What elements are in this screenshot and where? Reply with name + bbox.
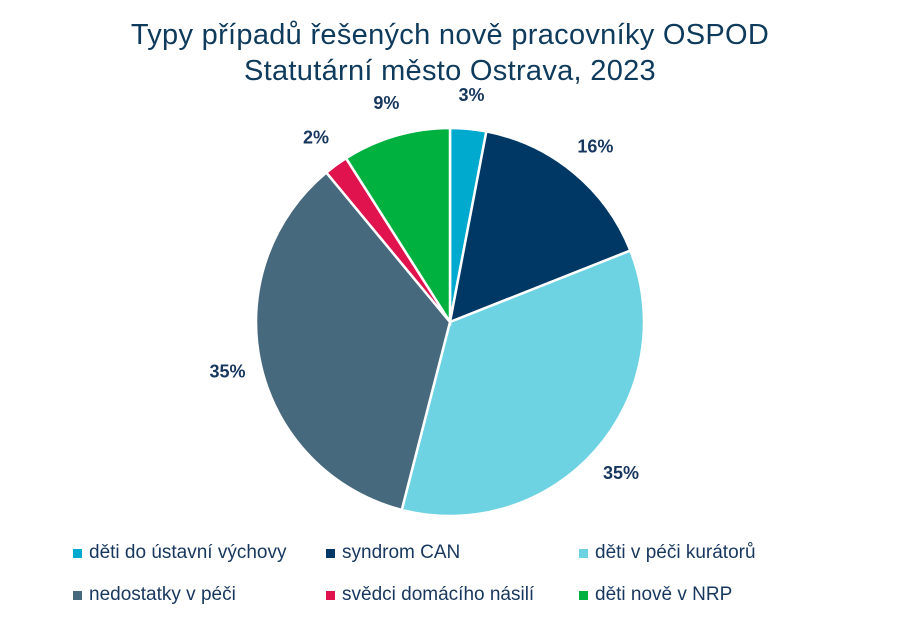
pie-slice <box>400 248 646 518</box>
data-label: 35% <box>603 463 639 483</box>
legend-swatch <box>73 548 82 558</box>
data-label: 16% <box>577 136 613 156</box>
legend-swatch <box>326 548 335 558</box>
legend-item: děti nově v NRP <box>579 582 833 608</box>
data-label: 3% <box>458 85 484 105</box>
legend-label: děti do ústavní výchovy <box>89 542 287 563</box>
data-label: 9% <box>373 93 399 113</box>
pie-slice <box>448 129 632 324</box>
legend-item: děti v péči kurátorů <box>579 540 833 566</box>
legend-swatch <box>326 590 335 600</box>
legend-label: nedostatky v péči <box>89 584 236 605</box>
legend-swatch <box>579 590 588 600</box>
chart-subtitle: Statutární město Ostrava, 2023 <box>244 55 656 87</box>
legend-item: děti do ústavní výchovy <box>73 540 326 566</box>
data-label: 35% <box>209 362 245 382</box>
legend-item: svědci domácího násilí <box>326 582 579 608</box>
legend-label: syndrom CAN <box>342 542 461 563</box>
legend-label: děti v péči kurátorů <box>595 542 756 563</box>
legend-swatch <box>73 590 82 600</box>
legend-item: syndrom CAN <box>326 540 579 566</box>
chart-title: Typy případů řešených nově pracovníky OS… <box>130 19 770 51</box>
legend-label: děti nově v NRP <box>595 584 733 605</box>
legend-label: svědci domácího násilí <box>342 584 535 605</box>
data-label: 2% <box>303 128 329 148</box>
pie-slice <box>254 170 452 512</box>
pie-slice <box>344 126 452 327</box>
legend-swatch <box>579 548 588 558</box>
legend-item: nedostatky v péči <box>73 582 326 608</box>
legend: děti do ústavní výchovy syndrom CAN děti v… <box>73 540 833 608</box>
